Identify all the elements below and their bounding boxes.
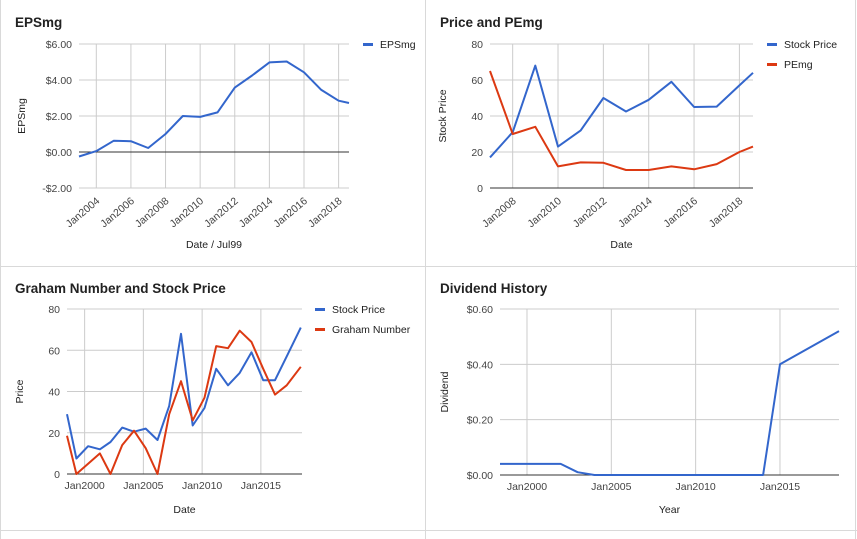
y-tick-label: $6.00 — [46, 39, 72, 51]
divider-horizontal — [0, 266, 857, 267]
y-axis-title: Stock Price — [437, 89, 449, 142]
chart-title: EPSmg — [15, 15, 63, 30]
x-tick-label: Jan2000 — [507, 481, 547, 493]
chart-title: Dividend History — [440, 281, 548, 296]
y-tick-label: $0.40 — [467, 359, 493, 371]
y-tick-label: 60 — [48, 345, 60, 357]
x-axis-title: Year — [659, 504, 681, 516]
x-tick-label: Jan2008 — [480, 195, 519, 230]
x-axis-title: Date / Jul99 — [186, 239, 242, 251]
x-tick-label: Jan2004 — [64, 195, 103, 230]
y-tick-label: $2.00 — [46, 111, 72, 123]
x-tick-label: Jan2012 — [202, 195, 241, 230]
chart-svg-epsmg: -$2.00 $0.00 $2.00 $4.00 $6.00 Jan2004Jan2006… — [16, 39, 416, 251]
legend-swatch — [315, 328, 325, 331]
y-axis-title: Price — [14, 379, 26, 403]
y-tick-label: 80 — [471, 39, 483, 51]
border-right — [855, 0, 856, 539]
x-tick-label: Jan2015 — [241, 480, 281, 492]
y-tick-label: $0.00 — [46, 147, 72, 159]
y-tick-label: -$2.00 — [42, 183, 72, 195]
y-tick-label: $0.60 — [467, 304, 493, 316]
y-tick-label: $4.00 — [46, 75, 72, 87]
x-tick-label: Jan2010 — [525, 195, 564, 230]
x-tick-label: Jan2005 — [123, 480, 163, 492]
y-tick-label: 40 — [471, 111, 483, 123]
border-left — [0, 0, 1, 539]
legend-swatch — [767, 63, 777, 66]
legend-swatch — [315, 308, 325, 311]
y-axis-title: EPSmg — [16, 98, 28, 134]
x-tick-label: Jan2014 — [616, 195, 655, 230]
chart-panel-dividend: Dividend History $0.00 $0.20 $0.40 $0.60 Jan… — [426, 267, 855, 530]
x-tick-label: Jan2006 — [98, 195, 137, 230]
y-tick-label: $0.20 — [467, 415, 493, 427]
legend-swatch — [363, 43, 373, 46]
series-line — [489, 70, 754, 171]
y-tick-label: 0 — [477, 183, 483, 195]
chart-title: Price and PEmg — [440, 15, 543, 30]
x-tick-label: Jan2016 — [661, 195, 700, 230]
divider-vertical — [425, 0, 426, 539]
x-tick-label: Jan2015 — [760, 481, 800, 493]
x-tick-label: Jan2008 — [133, 195, 172, 230]
x-axis-title: Date — [610, 239, 632, 251]
y-tick-label: 60 — [471, 75, 483, 87]
legend-label: Stock Price — [784, 39, 837, 51]
chart-panel-epsmg: EPSmg -$2.00 $0.00 $2.00 $4.00 $6.00 Jan2004 J… — [1, 1, 425, 266]
x-tick-label: Jan2005 — [591, 481, 631, 493]
y-tick-label: $0.00 — [467, 470, 493, 482]
series-line — [489, 64, 754, 159]
chart-panel-graham: Graham Number and Stock Price 0 20 40 60 80 J… — [1, 267, 425, 530]
y-tick-label: 20 — [48, 428, 60, 440]
chart-svg-graham: 0 20 40 60 80 Jan2000 Jan2005 Jan2010 Jan2015 Sto… — [14, 304, 411, 516]
x-axis-title: Date — [173, 504, 195, 516]
y-axis-title: Dividend — [439, 371, 451, 412]
legend-label: Stock Price — [332, 304, 385, 316]
x-tick-label: Jan2014 — [237, 195, 276, 230]
y-tick-label: 20 — [471, 147, 483, 159]
chart-panel-price-pemg: Price and PEmg 0 20 40 60 80 Jan2008 Jan2010 Ja… — [426, 1, 855, 266]
x-tick-label: Jan2010 — [167, 195, 206, 230]
series-line — [500, 330, 840, 476]
x-tick-label: Jan2010 — [182, 480, 222, 492]
legend-label: PEmg — [784, 59, 813, 71]
x-tick-label: Jan2000 — [64, 480, 104, 492]
y-tick-label: 40 — [48, 387, 60, 399]
x-tick-label: Jan2018 — [707, 195, 746, 230]
x-tick-label: Jan2016 — [271, 195, 310, 230]
series-line — [66, 329, 302, 475]
y-tick-label: 80 — [48, 304, 60, 316]
y-tick-label: 0 — [54, 469, 60, 481]
legend-swatch — [767, 43, 777, 46]
chart-svg-dividend: $0.00 $0.20 $0.40 $0.60 Jan2000 Jan2005 Jan201… — [439, 304, 840, 516]
legend-label: Graham Number — [332, 324, 411, 336]
x-tick-label: Jan2018 — [306, 195, 345, 230]
x-tick-label: Jan2010 — [675, 481, 715, 493]
series-line — [78, 60, 350, 158]
series-line — [66, 327, 302, 460]
x-tick-label: Jan2012 — [571, 195, 610, 230]
chart-title: Graham Number and Stock Price — [15, 281, 226, 296]
border-bottom — [0, 530, 857, 531]
legend-label: EPSmg — [380, 39, 416, 51]
